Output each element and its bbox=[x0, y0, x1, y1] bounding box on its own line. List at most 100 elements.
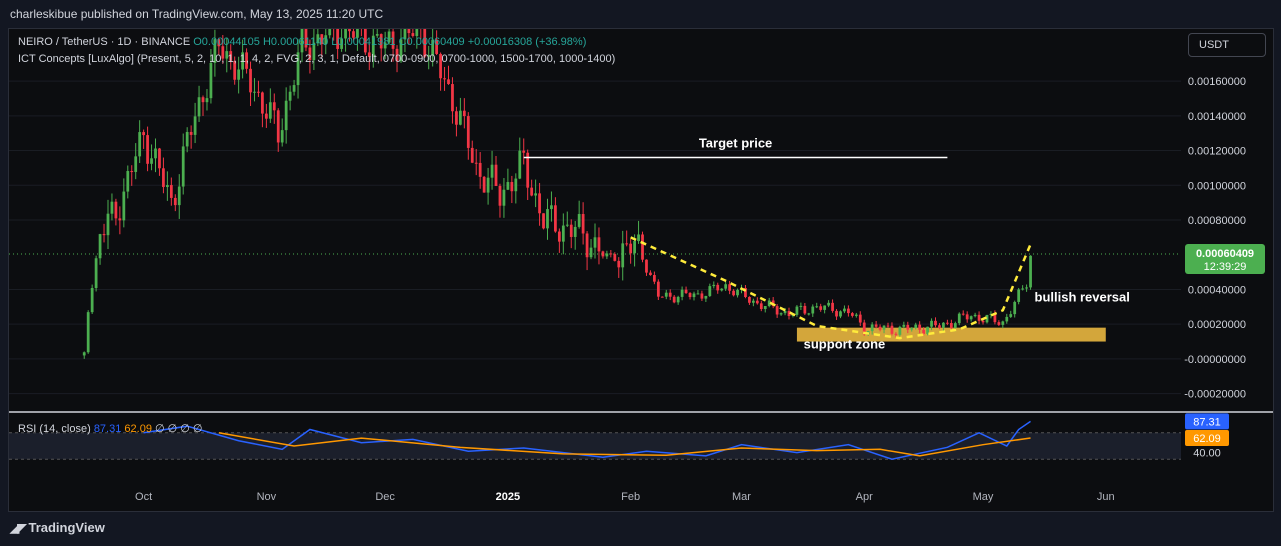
candle-body bbox=[953, 323, 957, 328]
candle-body bbox=[819, 306, 823, 310]
candle-body bbox=[165, 185, 169, 188]
candle-body bbox=[482, 176, 486, 193]
candle-body bbox=[736, 289, 739, 296]
candle-body bbox=[573, 226, 577, 237]
tradingview-logo-icon: ◢◤ bbox=[10, 521, 27, 535]
candle-body bbox=[546, 209, 549, 229]
open-value: O0.00044105 bbox=[193, 36, 260, 48]
change-value: +0.00016308 (+36.98%) bbox=[467, 36, 587, 48]
candle-body bbox=[732, 290, 735, 296]
candle-body bbox=[934, 320, 937, 326]
candle-body bbox=[300, 29, 304, 53]
candle-body bbox=[253, 91, 256, 93]
x-tick-label: Apr bbox=[856, 491, 873, 503]
candle-body bbox=[233, 60, 237, 80]
candle-body bbox=[189, 131, 193, 135]
rsi-legend[interactable]: RSI (14, close) 87.31 62.09 ∅ ∅ ∅ ∅ bbox=[18, 422, 203, 435]
candle-body bbox=[403, 29, 407, 40]
chart-frame[interactable]: 0.00160000 0.00140000 0.00120000 0.00100000… bbox=[8, 28, 1274, 512]
candle-body bbox=[82, 352, 86, 356]
rsi-title: RSI (14, close) bbox=[18, 423, 91, 435]
candle-body bbox=[478, 162, 482, 177]
candle-body bbox=[462, 110, 466, 117]
candle-body bbox=[554, 205, 557, 232]
candle-body bbox=[949, 323, 953, 328]
candle-body bbox=[621, 243, 625, 268]
candle-body bbox=[704, 295, 708, 299]
candle-body bbox=[1029, 255, 1032, 288]
symbol-info-line: NEIRO / TetherUS · 1D · BINANCE O0.00044… bbox=[18, 36, 586, 48]
candle-body bbox=[466, 116, 470, 148]
support-zone-label: support zone bbox=[804, 336, 886, 351]
symbol-name[interactable]: NEIRO / TetherUS · 1D · BINANCE bbox=[18, 36, 191, 48]
x-tick-label: Feb bbox=[621, 491, 640, 503]
candle-body bbox=[755, 300, 759, 304]
candle-body bbox=[997, 322, 1001, 325]
candle-body bbox=[162, 168, 165, 188]
candle-body bbox=[229, 51, 233, 61]
candle-body bbox=[779, 313, 783, 315]
chart-canvas[interactable]: 0.00160000 0.00140000 0.00120000 0.00100000… bbox=[9, 29, 1273, 511]
candle-body bbox=[1013, 301, 1017, 315]
candle-body bbox=[502, 189, 506, 206]
candle-body bbox=[922, 329, 926, 334]
candle-body bbox=[946, 322, 949, 324]
candle-body bbox=[1017, 289, 1021, 302]
candle-body bbox=[264, 113, 268, 119]
candle-body bbox=[593, 237, 597, 248]
candle-body bbox=[894, 333, 898, 335]
candle-body bbox=[308, 47, 312, 61]
candle-body bbox=[973, 314, 977, 317]
candle-body bbox=[850, 313, 854, 316]
candle-body bbox=[296, 52, 300, 86]
candle-body bbox=[506, 182, 510, 190]
candle-body bbox=[534, 193, 537, 196]
high-value: H0.00061140 bbox=[262, 36, 329, 48]
candle-body bbox=[565, 224, 569, 226]
candle-body bbox=[645, 259, 648, 273]
candle-body bbox=[569, 224, 573, 237]
candle-body bbox=[348, 29, 351, 32]
candle-body bbox=[1005, 316, 1009, 322]
candle-body bbox=[379, 34, 383, 49]
bullish-reversal-label: bullish reversal bbox=[1035, 290, 1130, 305]
candle-body bbox=[181, 146, 185, 187]
candle-body bbox=[490, 164, 494, 178]
candle-body bbox=[617, 260, 621, 268]
tradingview-logo[interactable]: ◢◤ TradingView bbox=[10, 520, 105, 535]
candle-body bbox=[985, 314, 989, 323]
candle-body bbox=[720, 288, 724, 291]
bar-countdown: 12:39:29 bbox=[1204, 261, 1247, 273]
candle-body bbox=[526, 152, 530, 188]
candle-body bbox=[288, 91, 292, 101]
candle-body bbox=[664, 292, 668, 297]
candle-body bbox=[399, 39, 403, 62]
candle-body bbox=[656, 281, 660, 297]
candle-body bbox=[557, 231, 561, 242]
candle-body bbox=[280, 130, 284, 143]
currency-button[interactable]: USDT bbox=[1188, 33, 1266, 57]
candle-body bbox=[423, 29, 427, 57]
candle-body bbox=[185, 131, 189, 147]
candle-body bbox=[458, 110, 462, 125]
candle-body bbox=[550, 205, 553, 210]
indicator-legend[interactable]: ICT Concepts [LuxAlgo] (Present, 5, 2, 1… bbox=[18, 53, 616, 65]
candle-body bbox=[122, 191, 126, 221]
candle-body bbox=[205, 98, 209, 103]
candle-body bbox=[363, 29, 367, 53]
candle-body bbox=[530, 187, 534, 196]
rsi-tick-label: 40.00 bbox=[1193, 448, 1221, 460]
candle-body bbox=[221, 46, 225, 59]
candle-body bbox=[799, 305, 803, 307]
candle-body bbox=[518, 150, 522, 179]
candle-body bbox=[102, 234, 106, 236]
candle-body bbox=[371, 35, 375, 57]
candle-body bbox=[138, 132, 142, 157]
candle-body bbox=[1001, 321, 1005, 325]
candle-body bbox=[942, 322, 945, 328]
candle-body bbox=[383, 42, 387, 49]
candle-body bbox=[447, 79, 450, 85]
candle-body bbox=[605, 253, 609, 257]
rsi-placeholders: ∅ ∅ ∅ ∅ bbox=[155, 423, 203, 435]
candle-body bbox=[692, 293, 696, 298]
